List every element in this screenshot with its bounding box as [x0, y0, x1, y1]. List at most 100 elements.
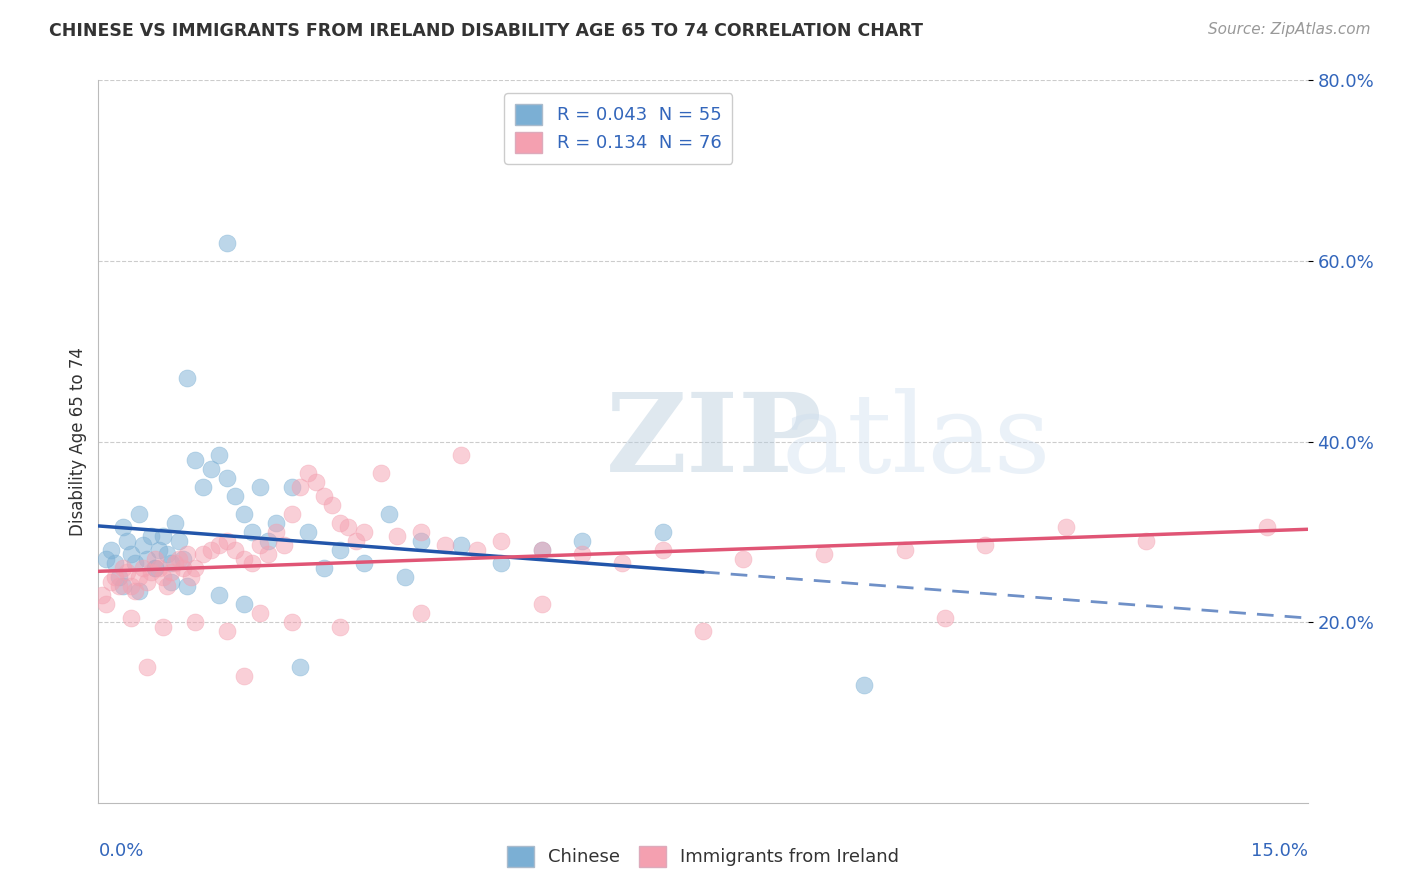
Point: [281, 507, 304, 521]
Point: [256, 548, 278, 562]
Point: [249, 606, 271, 620]
Point: [100, 574, 122, 589]
Point: [208, 538, 231, 552]
Point: [692, 624, 714, 639]
Point: [139, 529, 162, 543]
Point: [974, 538, 997, 552]
Point: [152, 570, 174, 584]
Point: [651, 542, 673, 557]
Point: [163, 516, 186, 530]
Point: [180, 570, 202, 584]
Point: [143, 561, 166, 575]
Point: [160, 566, 183, 580]
Point: [934, 610, 956, 624]
Point: [530, 542, 553, 557]
Point: [184, 615, 207, 630]
Point: [163, 557, 186, 571]
Point: [264, 524, 287, 539]
Text: 0.0%: 0.0%: [98, 842, 143, 860]
Y-axis label: Disability Age 65 to 74: Disability Age 65 to 74: [69, 347, 87, 536]
Point: [314, 489, 336, 503]
Point: [450, 538, 472, 552]
Point: [232, 552, 254, 566]
Point: [409, 606, 432, 620]
Point: [143, 561, 166, 575]
Point: [217, 235, 239, 250]
Point: [353, 557, 375, 571]
Text: Source: ZipAtlas.com: Source: ZipAtlas.com: [1208, 22, 1371, 37]
Point: [115, 533, 138, 548]
Point: [143, 552, 166, 566]
Point: [124, 583, 146, 598]
Point: [256, 533, 278, 548]
Point: [107, 579, 129, 593]
Point: [450, 448, 472, 462]
Point: [297, 466, 319, 480]
Point: [172, 561, 194, 575]
Point: [329, 516, 352, 530]
Point: [465, 542, 488, 557]
Point: [217, 471, 239, 485]
Point: [156, 548, 179, 562]
Point: [651, 524, 673, 539]
Point: [100, 542, 122, 557]
Point: [148, 542, 170, 557]
Point: [329, 542, 352, 557]
Point: [152, 620, 174, 634]
Point: [530, 542, 553, 557]
Point: [184, 452, 207, 467]
Point: [1256, 520, 1278, 534]
Point: [232, 669, 254, 683]
Point: [329, 620, 352, 634]
Text: ZIP: ZIP: [606, 388, 823, 495]
Point: [152, 529, 174, 543]
Point: [232, 597, 254, 611]
Point: [264, 516, 287, 530]
Point: [491, 533, 513, 548]
Point: [733, 552, 755, 566]
Point: [132, 561, 155, 575]
Point: [281, 615, 304, 630]
Point: [103, 557, 125, 571]
Point: [208, 588, 231, 602]
Point: [353, 524, 375, 539]
Point: [1135, 533, 1157, 548]
Point: [120, 548, 142, 562]
Point: [128, 570, 150, 584]
Text: atlas: atlas: [782, 388, 1052, 495]
Point: [167, 552, 190, 566]
Point: [288, 660, 311, 674]
Point: [124, 557, 146, 571]
Point: [160, 557, 183, 571]
Point: [240, 524, 263, 539]
Point: [530, 597, 553, 611]
Point: [128, 507, 150, 521]
Point: [156, 579, 179, 593]
Point: [193, 480, 215, 494]
Point: [321, 498, 343, 512]
Point: [200, 542, 222, 557]
Point: [434, 538, 457, 552]
Point: [160, 574, 183, 589]
Point: [288, 480, 311, 494]
Point: [240, 557, 263, 571]
Point: [385, 529, 408, 543]
Point: [120, 579, 142, 593]
Point: [217, 624, 239, 639]
Point: [200, 461, 222, 475]
Point: [167, 533, 190, 548]
Point: [135, 574, 157, 589]
Point: [1054, 520, 1077, 534]
Point: [314, 561, 336, 575]
Point: [193, 548, 215, 562]
Point: [893, 542, 915, 557]
Point: [377, 507, 399, 521]
Legend: R = 0.043  N = 55, R = 0.134  N = 76: R = 0.043 N = 55, R = 0.134 N = 76: [505, 93, 733, 163]
Point: [139, 566, 162, 580]
Point: [249, 480, 271, 494]
Point: [232, 507, 254, 521]
Point: [132, 538, 155, 552]
Point: [176, 371, 198, 385]
Text: CHINESE VS IMMIGRANTS FROM IRELAND DISABILITY AGE 65 TO 74 CORRELATION CHART: CHINESE VS IMMIGRANTS FROM IRELAND DISAB…: [49, 22, 924, 40]
Point: [491, 557, 513, 571]
